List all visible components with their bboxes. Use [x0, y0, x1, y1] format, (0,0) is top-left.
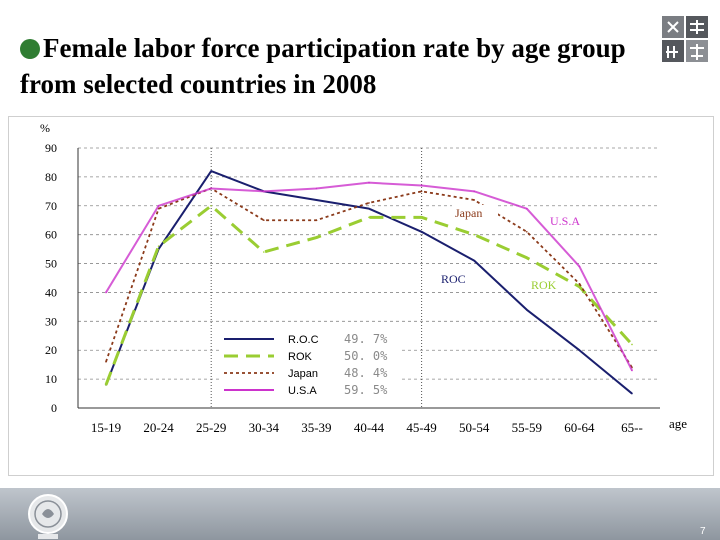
data-point	[157, 245, 160, 248]
x-tick-label: 25-29	[196, 420, 226, 435]
x-tick-label: 30-34	[249, 420, 280, 435]
y-tick-label: 10	[45, 372, 57, 386]
data-point	[315, 187, 318, 190]
data-point	[368, 181, 370, 184]
slide-title: Female labor force participation rate by…	[20, 30, 660, 102]
y-tick-label: 80	[45, 170, 57, 184]
y-tick-label: 0	[51, 401, 57, 415]
y-axis-label: %	[40, 121, 50, 135]
bullet-icon	[20, 39, 40, 59]
data-point	[315, 199, 318, 201]
data-point	[263, 219, 265, 222]
data-point	[473, 259, 476, 262]
series-label-bg	[452, 205, 498, 220]
page-number: 7	[700, 526, 706, 537]
x-axis-label: age	[669, 416, 687, 431]
x-tick-label: 15-19	[91, 420, 121, 435]
data-point	[473, 199, 476, 201]
data-point	[473, 233, 476, 236]
chart-panel	[8, 116, 714, 476]
data-point	[578, 282, 581, 285]
data-point	[157, 204, 160, 207]
gender-equality-logo-icon	[660, 14, 710, 64]
data-point	[210, 187, 212, 190]
data-point	[368, 207, 370, 210]
legend-entry-value: 49. 7%	[344, 332, 388, 346]
council-of-labor-affairs-seal-icon	[28, 494, 68, 539]
data-point	[631, 343, 633, 346]
data-point	[420, 230, 423, 233]
data-point	[526, 308, 528, 311]
legend-entry-value: 59. 5%	[344, 383, 388, 397]
data-point	[105, 291, 107, 294]
data-point	[263, 190, 265, 193]
series-line-rok	[104, 204, 634, 386]
y-tick-label: 20	[45, 343, 57, 357]
x-tick-label: 40-44	[354, 420, 385, 435]
data-point	[578, 285, 581, 288]
data-point	[105, 360, 107, 363]
series-label: Japan	[455, 206, 482, 220]
data-point	[368, 202, 370, 204]
legend-entry-label: ROK	[288, 351, 313, 363]
legend-entry-label: Japan	[288, 368, 318, 380]
y-tick-label: 30	[45, 314, 57, 328]
data-point	[315, 219, 318, 222]
x-tick-label: 55-59	[512, 420, 542, 435]
y-tick-label: 50	[45, 257, 57, 271]
footer-band	[0, 488, 720, 540]
data-point	[263, 251, 265, 253]
x-tick-label: 35-39	[301, 420, 331, 435]
data-point	[315, 236, 318, 239]
x-tick-label: 20-24	[143, 420, 174, 435]
data-point	[526, 256, 528, 259]
x-tick-label: 60-64	[564, 420, 595, 435]
data-point	[105, 384, 107, 386]
y-tick-label: 40	[45, 285, 57, 299]
data-point	[631, 392, 633, 395]
legend-entry-label: R.O.C	[288, 334, 319, 346]
data-point	[526, 207, 528, 210]
series-label: ROC	[441, 272, 466, 286]
data-point	[210, 170, 212, 172]
data-point	[631, 369, 633, 372]
series-label: ROK	[531, 278, 557, 292]
data-point	[420, 184, 423, 187]
y-tick-label: 70	[45, 199, 57, 213]
data-point	[578, 349, 581, 352]
y-tick-label: 60	[45, 228, 57, 242]
legend-entry-value: 50. 0%	[344, 349, 388, 363]
data-point	[420, 190, 423, 193]
x-tick-label: 50-54	[459, 420, 490, 435]
y-tick-label: 90	[45, 141, 57, 155]
series-label: U.S.A	[550, 214, 580, 228]
data-point	[210, 204, 212, 207]
data-point	[368, 216, 370, 219]
slide-title-text: Female labor force participation rate by…	[20, 33, 626, 99]
x-tick-label: 45-49	[406, 420, 436, 435]
legend-entry-value: 48. 4%	[344, 366, 388, 380]
data-point	[526, 230, 528, 233]
data-point	[420, 216, 423, 219]
data-point	[578, 265, 581, 268]
legend-entry-label: U.S.A	[288, 385, 317, 397]
x-tick-label: 65--	[621, 420, 643, 435]
data-point	[473, 190, 476, 193]
